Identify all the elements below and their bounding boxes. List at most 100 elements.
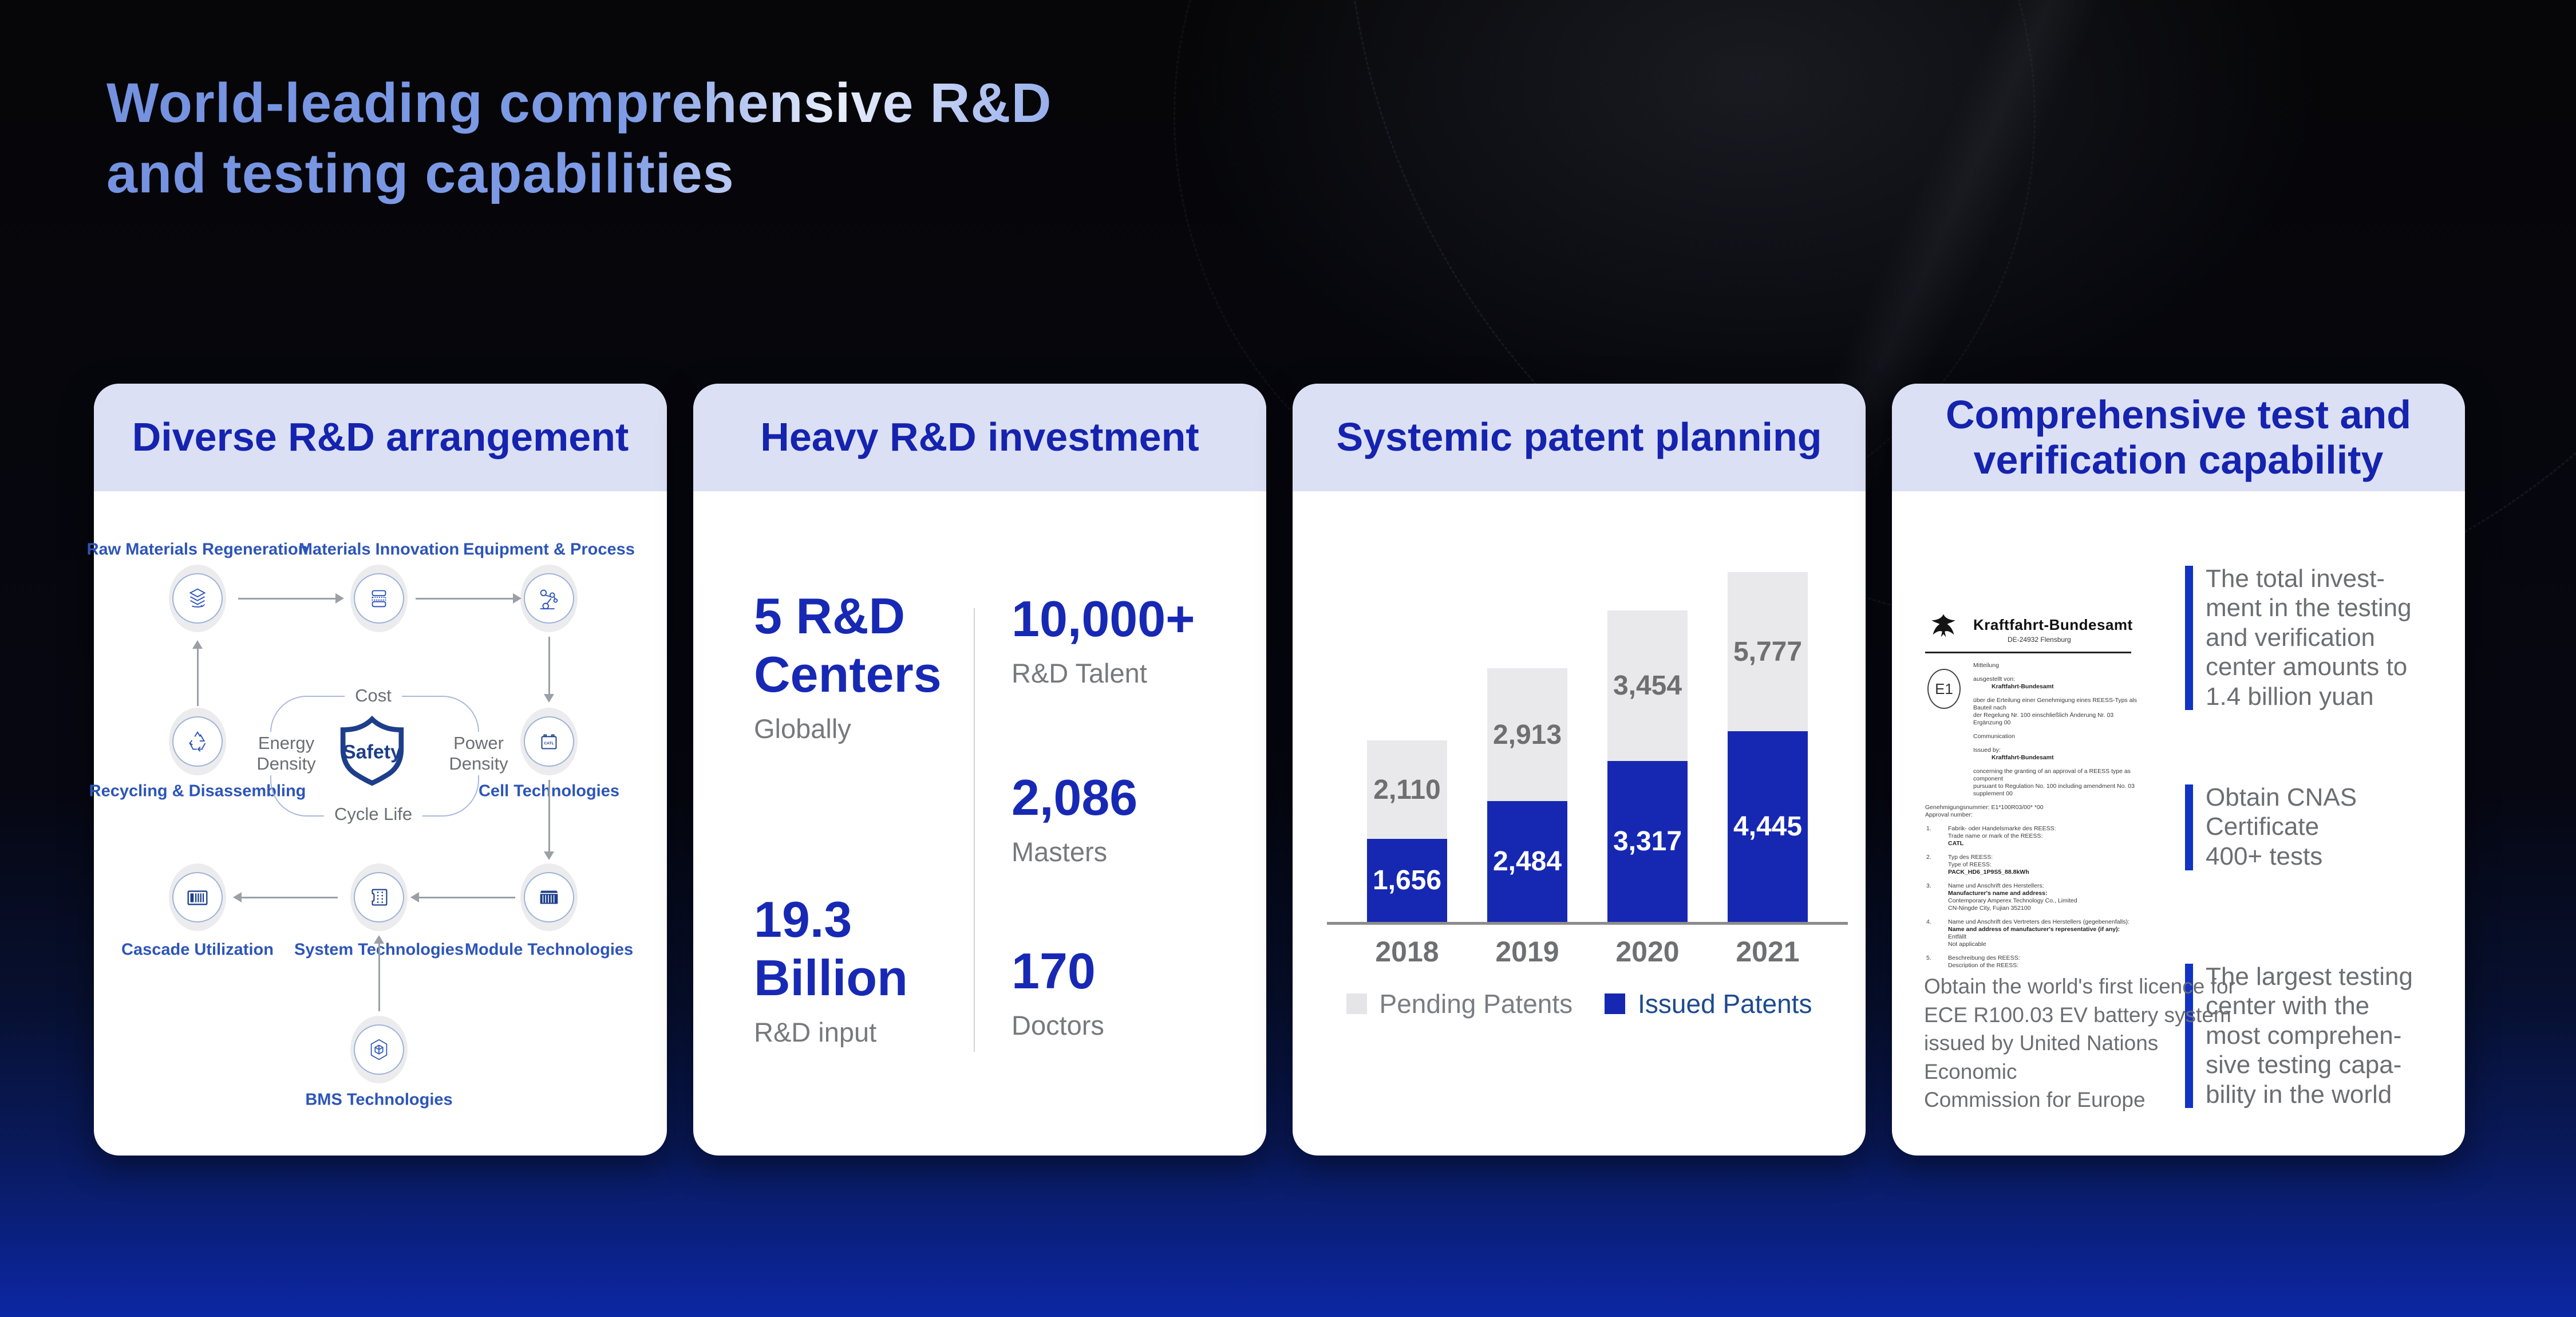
- stat-label: R&D input: [754, 1017, 877, 1048]
- raw-materials-regeneration-icon: [189, 588, 206, 608]
- stat-value: 170: [1012, 942, 1104, 1000]
- pending-value-label: 3,454: [1613, 671, 1682, 701]
- node-module-technologies: [520, 863, 578, 931]
- pending-value-label: 5,777: [1733, 636, 1803, 667]
- x-axis-year-labels: 2018 2019 2020 2021: [1327, 935, 1848, 968]
- node-recycling: [169, 708, 226, 775]
- text-line: issued by United Nations Economic: [1924, 1031, 2159, 1083]
- stat-value: 10,000+: [1012, 590, 1195, 648]
- year-label-2019: 2019: [1495, 936, 1559, 968]
- certificate-line: concerning the granting of an approval o…: [1973, 768, 2131, 782]
- certificate-authority: Kraftfahrt-Bundesamt: [1973, 616, 2133, 633]
- recycling-icon: [189, 731, 206, 752]
- node-cell-technologies: CATL: [520, 708, 578, 775]
- issued-segment-2020: 3,317: [1607, 761, 1688, 922]
- text-line: center amounts to: [2206, 653, 2408, 681]
- node-materials-innovation: [350, 565, 408, 632]
- pending-segment-2019: 2,913: [1487, 668, 1567, 801]
- card-systemic-patent-planning: Systemic patent planning 2,110 1,656 2,913…: [1293, 384, 1866, 1156]
- year-label-2018: 2018: [1375, 936, 1439, 968]
- ece-licence-note: Obtain the world's first licence for ECE …: [1924, 972, 2245, 1114]
- legend-item-pending: Pending Patents: [1346, 988, 1573, 1019]
- certificate-line: 5. Beschreibung des REESS:: [1926, 955, 2020, 961]
- issued-segment-2021: 4,445: [1728, 731, 1808, 922]
- legend-item-issued: Issued Patents: [1605, 988, 1812, 1019]
- card-test-verification: Comprehensive test and verification capa…: [1892, 384, 2465, 1156]
- text-line: 400+ tests: [2206, 842, 2323, 870]
- cell-technologies-icon: CATL: [541, 734, 557, 750]
- certificate-line: CATL: [1948, 840, 1964, 847]
- page-title-line-2: and testing capabilities: [106, 142, 734, 205]
- arrow-system-to-cascade: [242, 897, 338, 898]
- highlight-accent-bar: [2185, 964, 2193, 1108]
- arrow-bms-to-system: [378, 944, 380, 1011]
- stat-value: 2,086: [1012, 768, 1137, 827]
- text-line: Commission for Europe: [1924, 1088, 2146, 1112]
- label-raw-materials-regeneration: Raw Materials Regeneration: [86, 540, 309, 559]
- certificate-line: Type of REESS:: [1948, 861, 1992, 868]
- card2-header: Heavy R&D investment: [693, 384, 1266, 491]
- arrowhead: [192, 640, 203, 649]
- highlight-investment-text: The total invest-ment in the testing and …: [2206, 564, 2458, 711]
- node-cascade-utilization: [169, 863, 226, 931]
- label-cost: Cost: [345, 684, 402, 707]
- certificate-line: 2. Typ des REESS:: [1926, 854, 1993, 861]
- legend-label: Issued Patents: [1638, 989, 1812, 1019]
- text-line: sive testing capa-: [2206, 1051, 2402, 1079]
- arrowhead: [544, 851, 554, 860]
- bar-2018: 2,110 1,656: [1367, 740, 1447, 922]
- text-line: and verification: [2206, 623, 2375, 652]
- pending-swatch-icon: [1346, 993, 1367, 1014]
- text-line: Certificate: [2206, 813, 2320, 841]
- arrow-equipment-to-cell: [548, 637, 550, 694]
- label-energy-density: Energy Density: [246, 732, 326, 775]
- bms-technologies-icon: [370, 1039, 388, 1060]
- certificate-line: 1. Fabrik- oder Handelsmarke des REESS:: [1926, 825, 2056, 832]
- certificate-header: Kraftfahrt-Bundesamt DE-24932 Flensburg: [1922, 607, 2139, 653]
- text-line: most comprehen-: [2206, 1021, 2402, 1050]
- issued-value-label: 3,317: [1613, 826, 1682, 857]
- shield-safety-label: Safety: [342, 741, 402, 763]
- issued-segment-2019: 2,484: [1487, 801, 1567, 922]
- stat-doctors: 170 Doctors: [1012, 942, 1104, 1041]
- text-line: 170: [1012, 943, 1096, 999]
- certificate-line: 3. Name und Anschrift des Herstellers:: [1926, 882, 2044, 889]
- text-line: Density: [449, 754, 508, 774]
- text-line: bility in the world: [2206, 1080, 2392, 1109]
- card4-title: Comprehensive test and verification capa…: [1946, 392, 2411, 482]
- stat-label: Globally: [754, 713, 851, 744]
- certificate-line: Kraftfahrt-Bundesamt: [1992, 754, 2054, 761]
- certificate-line: Not applicable: [1948, 941, 1986, 948]
- arrowhead: [233, 892, 242, 902]
- label-module-technologies: Module Technologies: [464, 940, 634, 959]
- issued-value-label: 2,484: [1492, 846, 1562, 877]
- stat-rd-input: 19.3 Billion R&D input: [754, 890, 908, 1048]
- pending-segment-2021: 5,777: [1728, 572, 1808, 731]
- text-line: 5 R&D: [754, 587, 906, 644]
- arrowhead: [335, 593, 344, 604]
- chart-legend: Pending Patents Issued Patents: [1293, 988, 1866, 1019]
- certificate-line: Name and address of manufacturer's repre…: [1948, 926, 2120, 933]
- year-label-2021: 2021: [1736, 936, 1800, 968]
- text-line: ment in the testing: [2206, 594, 2412, 622]
- stat-value: 5 R&D Centers: [754, 587, 942, 704]
- label-bms-technologies: BMS Technologies: [305, 1090, 453, 1109]
- highlight-accent-bar: [2185, 566, 2193, 710]
- certificate-line: Issued by:: [1973, 747, 2001, 754]
- certificate-line: Kraftfahrt-Bundesamt: [1992, 683, 2054, 690]
- patent-chart: 2,110 1,656 2,913 2,484 3,454 3,317 5,777 4,445: [1327, 384, 1848, 922]
- stat-value: 19.3 Billion: [754, 890, 908, 1007]
- cascade-utilization-icon: [187, 890, 208, 905]
- node-bms-technologies: [350, 1016, 408, 1083]
- certificate-address: DE-24932 Flensburg: [2008, 636, 2071, 644]
- certificate-line: Trade name or mark of the REESS:: [1948, 833, 2043, 839]
- text-line: Power: [453, 733, 504, 754]
- text-line: The total invest-: [2206, 565, 2385, 593]
- kba-certificate-document: Kraftfahrt-Bundesamt DE-24932 Flensburg …: [1922, 607, 2139, 968]
- card1-title: Diverse R&D arrangement: [132, 415, 629, 460]
- text-line: Billion: [754, 949, 908, 1007]
- certificate-line: Genehmigungsnummer: E1*100R03/00* *00: [1925, 804, 2044, 811]
- text-line: center with the: [2206, 992, 2370, 1020]
- highlight-accent-bar: [2185, 784, 2193, 870]
